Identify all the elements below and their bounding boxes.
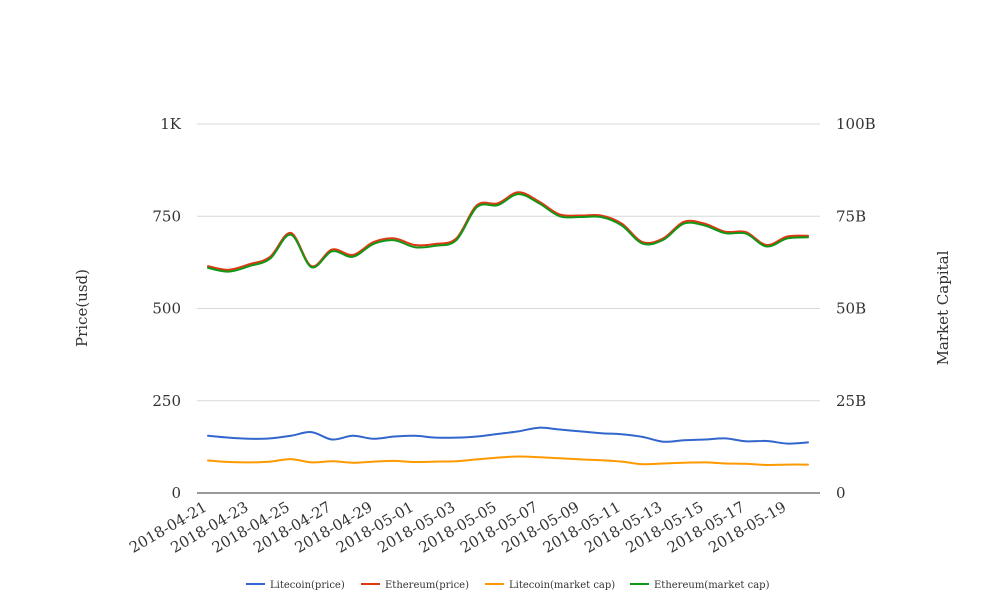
legend-label: Ethereum(market cap) <box>654 580 770 591</box>
y2-tick-label: 25B <box>836 392 866 410</box>
legend-label: Litecoin(price) <box>270 580 345 591</box>
y2-tick-label: 50B <box>836 300 866 318</box>
series-layer <box>207 191 809 467</box>
legend: Litecoin(price) Ethereum(price) Litecoin(m… <box>246 580 770 591</box>
y2-tick-label: 0 <box>836 484 846 502</box>
y2-tick-label: 100B <box>836 115 876 133</box>
y-tick-label: 750 <box>152 207 181 225</box>
legend-label: Litecoin(market cap) <box>509 580 615 591</box>
legend-item: Ethereum(market cap) <box>630 580 770 591</box>
y2-tick-label: 75B <box>836 207 866 225</box>
y2-axis-title: Market Capital <box>934 250 952 365</box>
y-tick-label: 0 <box>171 484 181 502</box>
legend-item: Litecoin(price) <box>246 580 345 591</box>
y-tick-label: 1K <box>160 115 182 133</box>
legend-item: Litecoin(market cap) <box>485 580 615 591</box>
legend-label: Ethereum(price) <box>385 580 469 591</box>
y-tick-label: 250 <box>152 392 181 410</box>
y-tick-label: 500 <box>152 300 181 318</box>
legend-item: Ethereum(price) <box>361 580 469 591</box>
series-line-ethereum-market-cap <box>207 193 809 273</box>
y-axis-title: Price(usd) <box>73 269 91 347</box>
series-line-litecoin-market-cap <box>207 455 809 467</box>
series-line-litecoin-price <box>207 426 809 445</box>
grid-layer <box>197 123 820 402</box>
